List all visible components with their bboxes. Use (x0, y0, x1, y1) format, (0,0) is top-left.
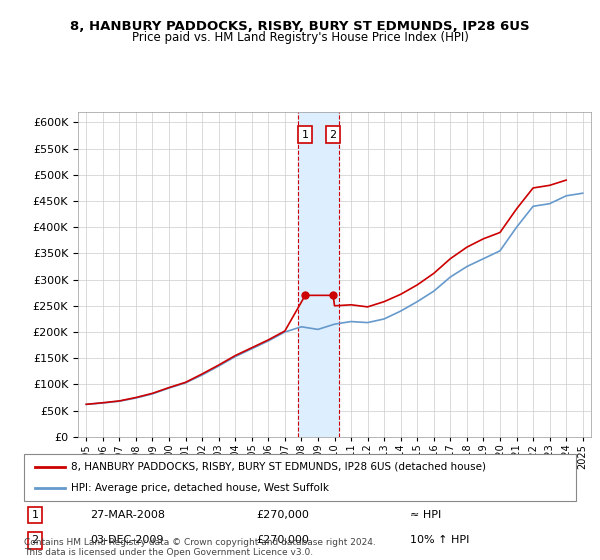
Text: Price paid vs. HM Land Registry's House Price Index (HPI): Price paid vs. HM Land Registry's House … (131, 31, 469, 44)
Text: Contains HM Land Registry data © Crown copyright and database right 2024.
This d: Contains HM Land Registry data © Crown c… (24, 538, 376, 557)
Text: 2: 2 (31, 535, 38, 545)
Text: 8, HANBURY PADDOCKS, RISBY, BURY ST EDMUNDS, IP28 6US (detached house): 8, HANBURY PADDOCKS, RISBY, BURY ST EDMU… (71, 462, 486, 472)
Text: £270,000: £270,000 (256, 535, 309, 545)
Text: 27-MAR-2008: 27-MAR-2008 (90, 510, 165, 520)
Text: £270,000: £270,000 (256, 510, 309, 520)
Text: HPI: Average price, detached house, West Suffolk: HPI: Average price, detached house, West… (71, 483, 329, 493)
Text: 03-DEC-2009: 03-DEC-2009 (90, 535, 164, 545)
FancyBboxPatch shape (24, 454, 576, 501)
Text: ≈ HPI: ≈ HPI (410, 510, 442, 520)
Text: 10% ↑ HPI: 10% ↑ HPI (410, 535, 470, 545)
Text: 2: 2 (329, 130, 337, 140)
Text: 1: 1 (32, 510, 38, 520)
Text: 1: 1 (302, 130, 309, 140)
Bar (298, 112, 340, 437)
Text: 8, HANBURY PADDOCKS, RISBY, BURY ST EDMUNDS, IP28 6US: 8, HANBURY PADDOCKS, RISBY, BURY ST EDMU… (70, 20, 530, 32)
